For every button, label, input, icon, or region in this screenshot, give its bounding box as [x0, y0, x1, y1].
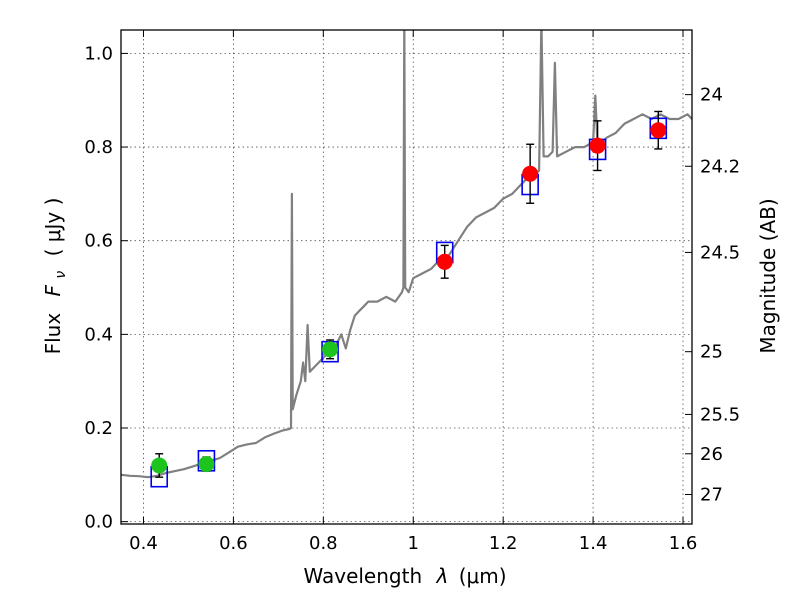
y-axis-label: Flux F ν ( μJy ) — [41, 198, 70, 355]
measured-flux-point — [436, 253, 453, 270]
y-tick-label: 1.0 — [84, 43, 113, 64]
y-axis-label-subscript: ν — [53, 271, 69, 279]
x-axis-label-prefix: Wavelength — [303, 564, 422, 588]
magnitude-tick-label: 24.2 — [700, 156, 740, 177]
magnitude-tick-label: 25.5 — [700, 404, 740, 425]
measured-flux-point — [650, 122, 667, 139]
grid-lines — [121, 30, 692, 524]
plot-series — [121, 30, 692, 488]
y-tick-label: 0.2 — [84, 418, 113, 439]
y-tick-label: 0.8 — [84, 137, 113, 158]
x-tick-label: 0.4 — [129, 533, 158, 554]
magnitude-tick-label: 27 — [700, 485, 723, 506]
x-tick-label: 0.6 — [219, 533, 248, 554]
x-tick-label: 1.4 — [579, 533, 608, 554]
y-tick-label: 0.6 — [84, 231, 113, 252]
measured-flux-point — [151, 457, 168, 474]
x-tick-label: 1 — [408, 533, 419, 554]
y-axis-label-symbol: F — [41, 284, 65, 296]
y-tick-label: 0.4 — [84, 324, 113, 345]
y-axis-label-prefix: Flux — [41, 313, 65, 355]
magnitude-tick-label: 25 — [700, 342, 723, 363]
magnitude-tick-label: 24 — [700, 85, 723, 106]
measured-flux-point — [198, 456, 215, 473]
plot-frame — [120, 29, 693, 525]
magnitude-axis-label: Magnitude (AB) — [756, 198, 780, 353]
y-tick-label: 0.0 — [84, 512, 113, 533]
x-axis-label-unit: (μm) — [459, 564, 507, 588]
axis-ticks: 0.4 0.6 0.8 1 1.2 1.4 1.6 0.0 0.2 0.4 0.6 0.8 1.0 24 2… — [84, 30, 740, 554]
x-axis-label-symbol: λ — [436, 564, 449, 588]
x-tick-label: 0.8 — [309, 533, 338, 554]
measured-flux-point — [522, 165, 539, 182]
y-axis-label-unit: ( μJy ) — [41, 198, 65, 257]
magnitude-tick-label: 24.5 — [700, 242, 740, 263]
x-tick-label: 1.2 — [489, 533, 518, 554]
x-tick-label: 1.6 — [669, 533, 698, 554]
measured-flux-point — [322, 341, 339, 358]
magnitude-tick-label: 26 — [700, 444, 723, 465]
x-axis-label: Wavelength λ (μm) — [303, 564, 506, 588]
measured-flux-point — [589, 137, 606, 154]
spectrum-line — [121, 30, 692, 479]
